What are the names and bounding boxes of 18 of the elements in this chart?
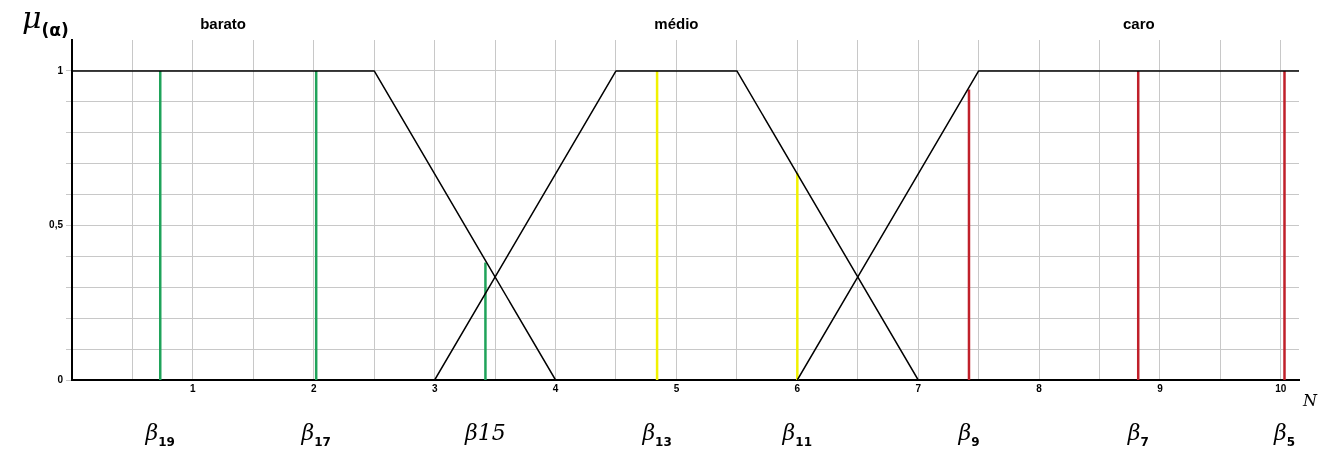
y-tick-label: 0,5: [49, 219, 64, 231]
text: barato: [200, 14, 247, 32]
y-tick-label: 0: [57, 373, 64, 385]
y-tick-label: 1: [57, 64, 64, 76]
x-tick-label: 7: [915, 382, 922, 394]
x-tick-label: 5: [673, 382, 680, 394]
x-tick-label: 4: [552, 382, 559, 394]
x-tick-label: 1: [190, 382, 197, 394]
x-tick-label: 2: [310, 382, 317, 394]
x-tick-label: 8: [1036, 382, 1043, 394]
x-axis-title: N: [1302, 391, 1318, 411]
text: médio: [654, 14, 699, 32]
text: β15: [464, 420, 506, 445]
x-tick-label: 6: [794, 382, 801, 394]
x-tick-label: 9: [1157, 382, 1164, 394]
x-tick-label: 3: [431, 382, 438, 394]
x-tick-label: 10: [1275, 382, 1287, 394]
text: caro: [1122, 14, 1155, 32]
